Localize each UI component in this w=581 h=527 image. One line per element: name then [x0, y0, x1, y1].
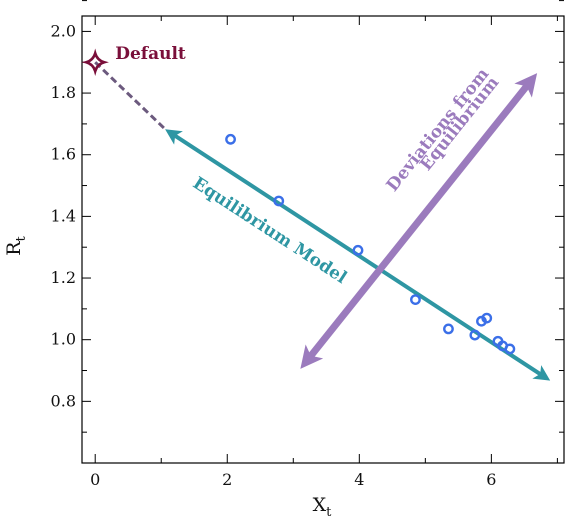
- data-point: [469, 329, 481, 341]
- plot-frame: [81, 15, 565, 464]
- y-axis-label: Rt: [3, 235, 29, 255]
- data-point: [481, 312, 493, 324]
- default-label: Default: [115, 44, 186, 64]
- default-dashed-line: [94, 61, 167, 131]
- x-tick-label: 2: [222, 470, 232, 489]
- x-tick-label: 6: [486, 470, 496, 489]
- y-tick-label: 2.0: [51, 21, 76, 40]
- y-tick-label: 1.6: [51, 145, 76, 164]
- deviations-label-line1: Deviations from: [383, 64, 494, 195]
- equilibrium-model-label: Equilibrium Model: [189, 173, 351, 288]
- default-star-icon: [81, 48, 109, 76]
- y-tick-label: 1.0: [51, 330, 76, 349]
- data-point: [225, 133, 236, 145]
- y-tick-label: 1.4: [51, 206, 76, 225]
- y-tick-label: 1.8: [51, 83, 76, 102]
- x-tick-label: 0: [90, 470, 100, 489]
- data-point: [443, 323, 454, 335]
- data-point: [352, 244, 364, 256]
- x-axis-label: Xt: [313, 494, 333, 520]
- ticks: [82, 0, 564, 463]
- data-point: [273, 195, 285, 207]
- data-points: [225, 133, 516, 355]
- data-point: [410, 294, 421, 306]
- y-tick-label: 1.2: [51, 268, 76, 287]
- tick-labels: 0 2 4 6 0.8 1.0 1.2 1.4 1.6 1.8 2.0: [51, 21, 497, 489]
- data-point: [504, 343, 516, 355]
- y-tick-label: 0.8: [51, 391, 76, 410]
- deviations-arrow: [300, 73, 538, 369]
- x-tick-label: 4: [354, 470, 364, 489]
